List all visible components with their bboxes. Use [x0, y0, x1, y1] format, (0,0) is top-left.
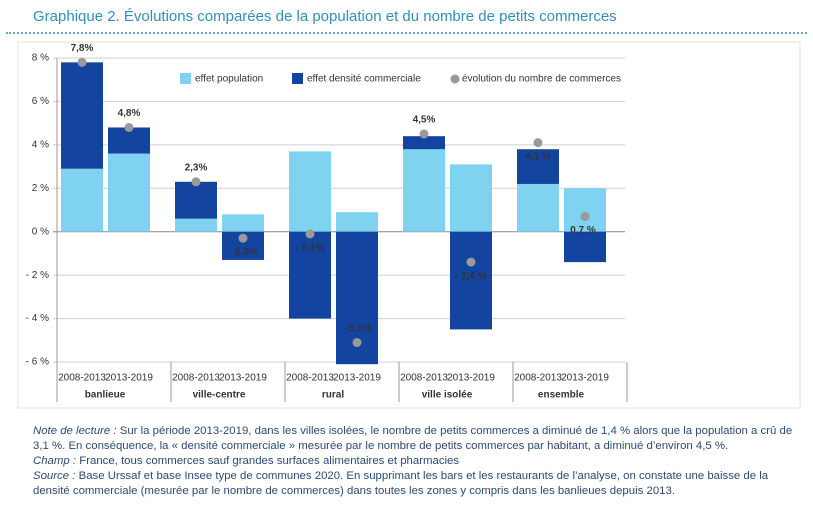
y-tick-label: - 6 %	[26, 357, 49, 368]
value-label: - 0,3%	[229, 247, 258, 258]
note-label: Note de lecture :	[33, 425, 117, 437]
bar	[403, 136, 445, 150]
note-label: Champ :	[33, 455, 77, 467]
value-label: 4,5%	[413, 115, 436, 126]
y-tick-label: 8 %	[32, 53, 49, 64]
x-tick-label: 2013-2019	[105, 373, 153, 384]
value-label: 0,7 %	[570, 225, 596, 236]
dot	[238, 233, 248, 243]
group-label: ville-centre	[193, 390, 246, 401]
bar	[61, 62, 103, 169]
x-tick-label: 2013-2019	[561, 373, 609, 384]
note: Champ : France, tous commerces sauf gran…	[33, 454, 803, 469]
dot	[466, 257, 476, 267]
dot	[533, 138, 543, 148]
group-label: ville isolée	[422, 390, 473, 401]
x-tick-label: 2008-2013	[286, 373, 334, 384]
legend-swatch	[292, 73, 303, 84]
x-tick-label: 2008-2013	[400, 373, 448, 384]
group-label: banlieue	[85, 390, 126, 401]
legend-label: évolution du nombre de commerces	[462, 74, 621, 85]
group-label: ensemble	[538, 390, 585, 401]
value-label: - 1,4 %	[455, 271, 487, 282]
x-tick-label: 2008-2013	[58, 373, 106, 384]
value-label: - 0,1%	[296, 243, 325, 254]
bar	[564, 231, 606, 263]
note-text: Base Urssaf et base Insee type de commun…	[33, 470, 769, 497]
legend-label: effet population	[195, 74, 263, 85]
y-tick-label: - 2 %	[26, 270, 49, 281]
value-label: 4,8%	[118, 108, 141, 119]
group-label: rural	[322, 390, 344, 401]
y-tick-label: 0 %	[32, 226, 49, 237]
note-text: France, tous commerces sauf grandes surf…	[79, 455, 460, 467]
x-tick-label: 2008-2013	[172, 373, 220, 384]
dot	[580, 212, 590, 222]
value-label: 2,3%	[185, 162, 208, 173]
note: Note de lecture : Sur la période 2013-20…	[33, 424, 803, 454]
dot	[124, 122, 134, 132]
bar	[175, 181, 217, 219]
y-tick-label: - 4 %	[26, 313, 49, 324]
legend-swatch	[450, 74, 460, 84]
bar	[289, 231, 331, 319]
value-label: - 5,1%	[343, 323, 372, 334]
bar	[450, 164, 492, 232]
y-tick-label: 2 %	[32, 183, 49, 194]
separator	[6, 32, 807, 34]
bar	[61, 168, 103, 232]
bar	[336, 212, 378, 232]
dot	[191, 177, 201, 187]
bar	[175, 218, 217, 232]
dot	[352, 337, 362, 347]
chart: 8 % 6 % 4 % 2 % 0 % - 2 % - 4 % - 6 % banlieue vi…	[17, 41, 801, 409]
title: Graphique 2. Évolutions comparées de la …	[33, 8, 617, 25]
legend-swatch	[180, 73, 191, 84]
notes: Note de lecture : Sur la période 2013-20…	[33, 424, 803, 499]
x-tick-label: 2013-2019	[333, 373, 381, 384]
x-tick-label: 2013-2019	[219, 373, 267, 384]
dot	[419, 129, 429, 139]
value-label: 7,8%	[71, 43, 94, 54]
bar	[517, 149, 559, 184]
x-tick-label: 2013-2019	[447, 373, 495, 384]
bar	[108, 153, 150, 232]
note: Source : Base Urssaf et base Insee type …	[33, 469, 803, 499]
dot	[77, 57, 87, 67]
bar	[450, 231, 492, 330]
note-text: Sur la période 2013-2019, dans les ville…	[33, 425, 793, 452]
x-tick-label: 2008-2013	[514, 373, 562, 384]
bar	[222, 214, 264, 232]
bar	[564, 188, 606, 232]
bar	[403, 149, 445, 232]
y-tick-label: 4 %	[32, 139, 49, 150]
legend-label: effet densité commerciale	[307, 74, 421, 85]
y-tick-label: 6 %	[32, 96, 49, 107]
note-label: Source :	[33, 470, 76, 482]
value-label: 4,1 %	[525, 151, 551, 162]
dot	[305, 229, 315, 239]
bar	[517, 183, 559, 232]
chart-frame	[17, 41, 801, 409]
bar	[289, 151, 331, 232]
